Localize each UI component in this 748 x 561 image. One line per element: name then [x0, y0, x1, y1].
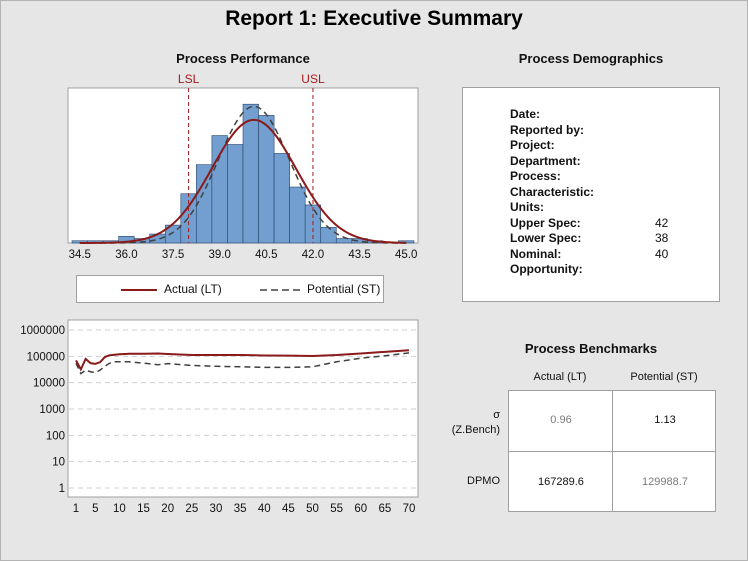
- histogram-x-tick: 40.5: [255, 249, 277, 261]
- bench-row-sigma-sub: (Z.Bench): [451, 424, 500, 436]
- demo-row: Characteristic:: [510, 184, 595, 199]
- histogram-x-tick: 42.0: [302, 249, 324, 261]
- bench-row-sigma: σ: [493, 409, 500, 421]
- demo-row: Date:: [510, 107, 541, 121]
- trend-y-tick: 10: [52, 457, 65, 469]
- demo-row: Upper Spec: 42: [510, 215, 669, 230]
- bench-sigma-potential: 1.13: [654, 414, 676, 426]
- trend-x-tick: 35: [234, 503, 247, 515]
- trend-y-tick: 1000000: [20, 325, 65, 337]
- trend-x-tick: 55: [330, 503, 343, 515]
- performance-title: Process Performance: [176, 51, 310, 66]
- trend-y-tick: 1: [59, 483, 65, 495]
- trend-x-tick: 50: [306, 503, 319, 515]
- legend-potential-swatch: [260, 289, 300, 291]
- trend-x-tick: 70: [403, 503, 416, 515]
- trend-y-tick: 10000: [33, 378, 65, 390]
- bench-col-actual: Actual (LT): [533, 371, 587, 383]
- legend-potential-label: Potential (ST): [307, 282, 381, 296]
- demo-row: Department:: [510, 153, 581, 168]
- histogram-layer: LSL USL 34.5 36.0 37.5 39.0 40.5 42.0 43.5 45.0: [67, 72, 419, 261]
- histogram-x-tick: 37.5: [162, 249, 184, 261]
- trend-potential-line: [75, 352, 410, 375]
- trend-x-tick: 30: [210, 503, 223, 515]
- trend-x-tick: 65: [378, 503, 391, 515]
- trend-x-tick: 25: [185, 503, 198, 515]
- usl-label: USL: [301, 72, 325, 86]
- demographics-title: Process Demographics: [518, 51, 664, 66]
- bench-row-dpmo: DPMO: [467, 475, 500, 487]
- histogram-x-tick: 36.0: [115, 249, 137, 261]
- bench-dpmo-potential: 129988.7: [642, 476, 688, 488]
- trend-x-tick: 10: [113, 503, 126, 515]
- benchmarks-title: Process Benchmarks: [524, 341, 658, 356]
- demo-row: Project:: [510, 138, 555, 152]
- bench-divider-h: [509, 451, 715, 452]
- bench-sigma-actual: 0.96: [550, 414, 572, 426]
- report-title: Report 1: Executive Summary: [225, 7, 523, 30]
- bench-dpmo-actual: 167289.6: [538, 476, 584, 488]
- trend-x-tick: 5: [92, 503, 98, 515]
- trend-x-tick: 45: [282, 503, 295, 515]
- trend-y-tick: 100000: [27, 351, 65, 363]
- trend-y-tick: 1000: [39, 404, 65, 416]
- demo-row: Process:: [510, 169, 561, 183]
- trend-x-tick: 15: [137, 503, 150, 515]
- histogram-x-tick: 34.5: [69, 249, 91, 261]
- demo-row: Lower Spec: 38: [510, 231, 669, 245]
- demo-row: Nominal: 40: [510, 246, 669, 261]
- benchmarks-table: 0.96 1.13 167289.6 129988.7: [508, 390, 716, 512]
- histogram-x-tick: 43.5: [348, 249, 370, 261]
- legend-actual-swatch: [121, 289, 157, 291]
- histogram-x-tick: 39.0: [208, 249, 230, 261]
- demographics-panel: Date: Reported by: Project: Department: …: [462, 87, 720, 302]
- trend-x-tick: 20: [161, 503, 174, 515]
- actual-curve: [79, 118, 407, 244]
- potential-curve: [79, 105, 407, 244]
- bench-col-potential: Potential (ST): [630, 371, 698, 383]
- trend-x-tick: 40: [258, 503, 271, 515]
- demo-row: Units:: [510, 200, 544, 214]
- demo-row: Reported by:: [510, 122, 585, 137]
- performance-legend: Actual (LT) Potential (ST): [76, 275, 384, 303]
- trend-x-tick: 60: [354, 503, 367, 515]
- trend-x-tick: 1: [73, 503, 79, 515]
- trend-actual-line: [75, 349, 410, 372]
- demo-row: Opportunity:: [510, 262, 583, 276]
- trend-y-tick: 100: [46, 430, 65, 442]
- lsl-label: LSL: [178, 72, 200, 86]
- histogram-x-tick: 45.0: [395, 249, 417, 261]
- legend-actual-label: Actual (LT): [164, 282, 222, 296]
